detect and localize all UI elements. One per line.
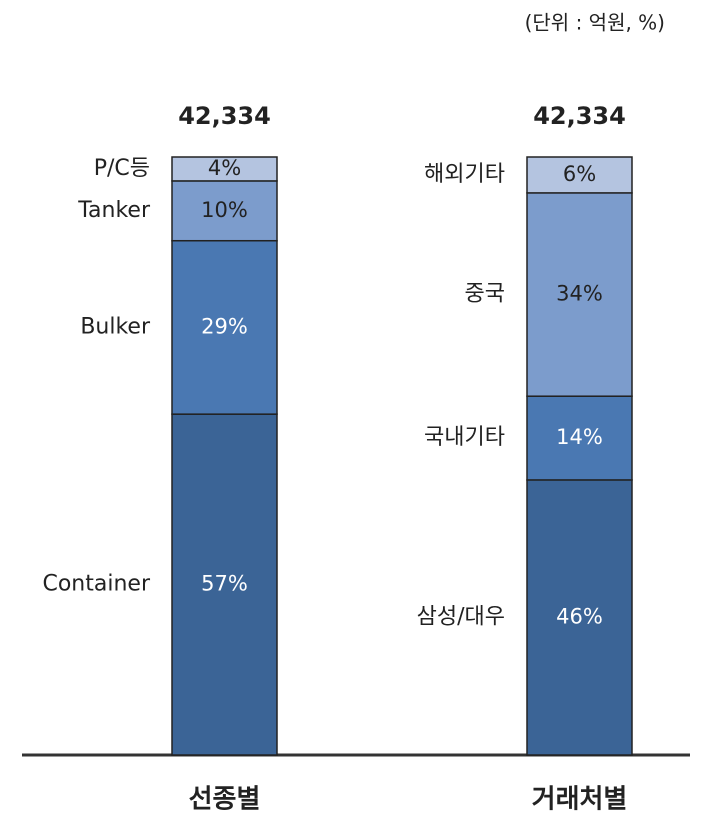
data-label: 10%: [201, 198, 248, 222]
bar-segment: [171, 413, 278, 756]
total-label: 42,334: [178, 102, 271, 130]
bar-segment: [526, 156, 633, 194]
bar-segment: [526, 479, 633, 756]
category-label: 거래처별: [532, 785, 628, 815]
data-label: 29%: [201, 314, 248, 338]
total-label: 42,334: [533, 102, 626, 130]
bar-segment: [171, 239, 278, 415]
category-label: 선종별: [189, 785, 261, 815]
segment-label: 국내기타: [424, 425, 505, 450]
data-label: 46%: [556, 604, 603, 628]
segment-label: 삼성/대우: [417, 604, 505, 629]
data-label: 4%: [208, 156, 241, 180]
segment-label: Tanker: [77, 198, 151, 223]
bar-segment: [526, 192, 633, 397]
segment-label: Bulker: [80, 314, 151, 339]
segment-label: 해외기타: [424, 162, 505, 187]
bar-segment: [526, 395, 633, 481]
data-label: 6%: [563, 162, 596, 186]
data-label: 57%: [201, 572, 248, 596]
data-label: 34%: [556, 282, 603, 306]
data-label: 14%: [556, 425, 603, 449]
segment-label: 중국: [465, 282, 505, 307]
segment-label: Container: [42, 572, 150, 597]
unit-note: (단위 : 억원, %): [525, 11, 665, 35]
segment-label: P/C등: [94, 156, 150, 181]
bar-segment: [171, 156, 278, 182]
